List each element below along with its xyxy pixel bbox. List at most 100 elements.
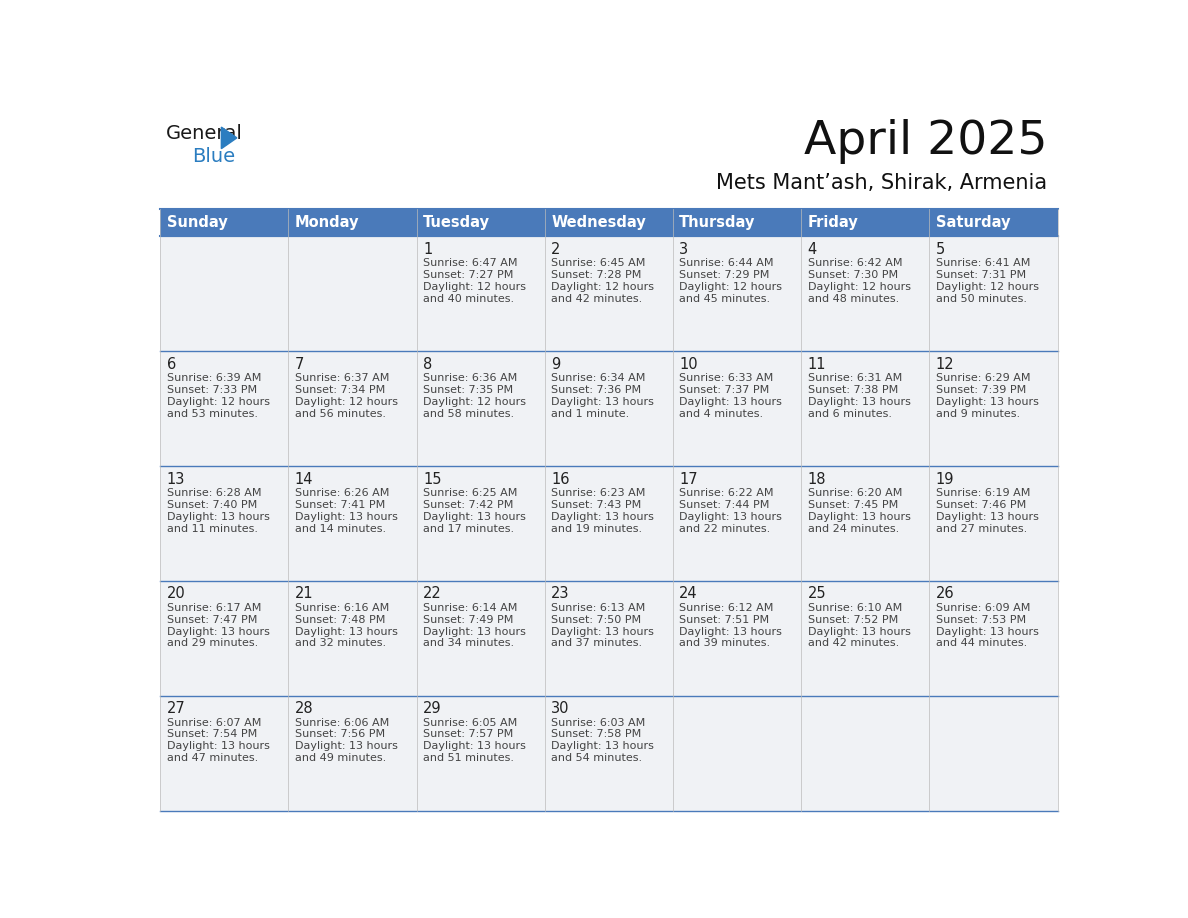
Text: Sunset: 7:48 PM: Sunset: 7:48 PM [295, 614, 385, 624]
Bar [929, 696, 1057, 811]
Text: Sunset: 7:29 PM: Sunset: 7:29 PM [680, 270, 770, 280]
Bar [801, 581, 929, 696]
Text: Daylight: 13 hours: Daylight: 13 hours [936, 511, 1038, 521]
Text: Sunset: 7:43 PM: Sunset: 7:43 PM [551, 499, 642, 509]
Text: Sunset: 7:57 PM: Sunset: 7:57 PM [423, 730, 513, 740]
Text: and 27 minutes.: and 27 minutes. [936, 523, 1028, 533]
Text: Sunset: 7:49 PM: Sunset: 7:49 PM [423, 614, 513, 624]
Bar [672, 696, 801, 811]
Text: Sunset: 7:54 PM: Sunset: 7:54 PM [166, 730, 257, 740]
Bar [929, 581, 1057, 696]
Bar [160, 237, 289, 352]
Text: and 40 minutes.: and 40 minutes. [423, 294, 514, 304]
Bar [160, 696, 289, 811]
Text: 1: 1 [423, 241, 432, 257]
Text: 22: 22 [423, 587, 442, 601]
Text: and 45 minutes.: and 45 minutes. [680, 294, 771, 304]
Text: Daylight: 13 hours: Daylight: 13 hours [551, 626, 655, 636]
Text: Sunrise: 6:25 AM: Sunrise: 6:25 AM [423, 487, 517, 498]
Text: and 44 minutes.: and 44 minutes. [936, 638, 1028, 648]
Text: Sunset: 7:41 PM: Sunset: 7:41 PM [295, 499, 385, 509]
Text: Sunrise: 6:10 AM: Sunrise: 6:10 AM [808, 602, 902, 612]
Text: Sunrise: 6:23 AM: Sunrise: 6:23 AM [551, 487, 645, 498]
Text: Sunset: 7:42 PM: Sunset: 7:42 PM [423, 499, 513, 509]
Bar [545, 696, 672, 811]
Text: Sunset: 7:34 PM: Sunset: 7:34 PM [295, 385, 385, 395]
Bar [545, 466, 672, 581]
Text: Daylight: 13 hours: Daylight: 13 hours [680, 511, 782, 521]
Text: Daylight: 13 hours: Daylight: 13 hours [295, 742, 398, 752]
Text: Daylight: 12 hours: Daylight: 12 hours [423, 282, 526, 292]
Text: 26: 26 [936, 587, 954, 601]
Text: Sunrise: 6:17 AM: Sunrise: 6:17 AM [166, 602, 261, 612]
Bar [417, 581, 545, 696]
Text: Daylight: 13 hours: Daylight: 13 hours [680, 397, 782, 407]
Text: 27: 27 [166, 701, 185, 716]
Bar [289, 581, 417, 696]
Text: 17: 17 [680, 472, 699, 487]
Bar [672, 581, 801, 696]
Bar [160, 208, 1057, 237]
Text: Sunrise: 6:20 AM: Sunrise: 6:20 AM [808, 487, 902, 498]
Text: 30: 30 [551, 701, 570, 716]
Text: Daylight: 12 hours: Daylight: 12 hours [680, 282, 783, 292]
Text: Sunset: 7:35 PM: Sunset: 7:35 PM [423, 385, 513, 395]
Text: and 56 minutes.: and 56 minutes. [295, 409, 386, 419]
Text: Sunset: 7:38 PM: Sunset: 7:38 PM [808, 385, 898, 395]
Text: 25: 25 [808, 587, 826, 601]
Text: 23: 23 [551, 587, 570, 601]
Text: Daylight: 12 hours: Daylight: 12 hours [166, 397, 270, 407]
Text: Sunrise: 6:19 AM: Sunrise: 6:19 AM [936, 487, 1030, 498]
Bar [929, 352, 1057, 466]
Text: Sunrise: 6:39 AM: Sunrise: 6:39 AM [166, 373, 261, 383]
Text: Sunrise: 6:06 AM: Sunrise: 6:06 AM [295, 718, 388, 728]
Text: Sunset: 7:27 PM: Sunset: 7:27 PM [423, 270, 513, 280]
Text: 24: 24 [680, 587, 699, 601]
Text: and 50 minutes.: and 50 minutes. [936, 294, 1026, 304]
Text: 18: 18 [808, 472, 826, 487]
Text: Daylight: 13 hours: Daylight: 13 hours [551, 511, 655, 521]
Text: 29: 29 [423, 701, 442, 716]
Text: Daylight: 13 hours: Daylight: 13 hours [808, 626, 910, 636]
Text: and 24 minutes.: and 24 minutes. [808, 523, 899, 533]
Text: Saturday: Saturday [936, 215, 1010, 230]
Text: Sunset: 7:45 PM: Sunset: 7:45 PM [808, 499, 898, 509]
Text: April 2025: April 2025 [804, 119, 1048, 164]
Text: Sunset: 7:28 PM: Sunset: 7:28 PM [551, 270, 642, 280]
Bar [545, 237, 672, 352]
Text: Sunrise: 6:47 AM: Sunrise: 6:47 AM [423, 258, 518, 268]
Text: Thursday: Thursday [680, 215, 756, 230]
Text: Sunrise: 6:16 AM: Sunrise: 6:16 AM [295, 602, 388, 612]
Text: 20: 20 [166, 587, 185, 601]
Text: Daylight: 13 hours: Daylight: 13 hours [423, 511, 526, 521]
Text: Sunset: 7:52 PM: Sunset: 7:52 PM [808, 614, 898, 624]
Text: Mets Mant’ash, Shirak, Armenia: Mets Mant’ash, Shirak, Armenia [716, 174, 1048, 194]
Text: and 37 minutes.: and 37 minutes. [551, 638, 643, 648]
Text: Sunset: 7:39 PM: Sunset: 7:39 PM [936, 385, 1026, 395]
Text: Sunrise: 6:03 AM: Sunrise: 6:03 AM [551, 718, 645, 728]
Bar [417, 352, 545, 466]
Text: Sunset: 7:37 PM: Sunset: 7:37 PM [680, 385, 770, 395]
Bar [545, 352, 672, 466]
Text: Daylight: 12 hours: Daylight: 12 hours [808, 282, 910, 292]
Text: and 29 minutes.: and 29 minutes. [166, 638, 258, 648]
Text: 8: 8 [423, 357, 432, 372]
Text: Sunset: 7:40 PM: Sunset: 7:40 PM [166, 499, 257, 509]
Bar [672, 237, 801, 352]
Text: and 14 minutes.: and 14 minutes. [295, 523, 386, 533]
Text: and 34 minutes.: and 34 minutes. [423, 638, 514, 648]
Bar [801, 352, 929, 466]
Bar [160, 581, 289, 696]
Text: Sunrise: 6:22 AM: Sunrise: 6:22 AM [680, 487, 773, 498]
Text: Daylight: 13 hours: Daylight: 13 hours [680, 626, 782, 636]
Text: Sunrise: 6:36 AM: Sunrise: 6:36 AM [423, 373, 517, 383]
Bar [801, 696, 929, 811]
Text: Sunrise: 6:45 AM: Sunrise: 6:45 AM [551, 258, 645, 268]
Text: Sunset: 7:36 PM: Sunset: 7:36 PM [551, 385, 642, 395]
Text: General: General [165, 124, 242, 143]
Text: and 53 minutes.: and 53 minutes. [166, 409, 258, 419]
Text: Sunrise: 6:33 AM: Sunrise: 6:33 AM [680, 373, 773, 383]
Text: and 32 minutes.: and 32 minutes. [295, 638, 386, 648]
Text: Sunset: 7:31 PM: Sunset: 7:31 PM [936, 270, 1026, 280]
Text: Sunrise: 6:14 AM: Sunrise: 6:14 AM [423, 602, 517, 612]
